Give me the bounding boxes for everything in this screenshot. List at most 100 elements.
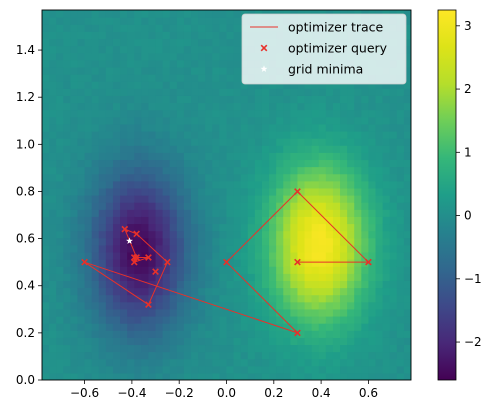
heatmap-cell xyxy=(169,31,178,40)
heatmap-cell xyxy=(261,251,270,260)
heatmap-cell xyxy=(191,123,199,132)
heatmap-cell xyxy=(318,102,327,111)
heatmap-cell xyxy=(176,17,185,25)
heatmap-cell xyxy=(254,152,263,161)
heatmap-cell xyxy=(169,351,178,360)
heatmap-cell xyxy=(240,266,249,274)
heatmap-cell xyxy=(403,123,411,132)
heatmap-cell xyxy=(98,266,107,274)
heatmap-cell xyxy=(112,330,121,338)
heatmap-cell xyxy=(63,17,71,25)
heatmap-cell xyxy=(155,251,164,260)
heatmap-cell xyxy=(105,109,114,118)
heatmap-cell xyxy=(219,273,228,281)
heatmap-cell xyxy=(240,145,249,153)
heatmap-cell xyxy=(318,273,327,281)
heatmap-cell xyxy=(389,145,398,153)
heatmap-cell xyxy=(354,109,362,118)
heatmap-cell xyxy=(42,180,50,189)
heatmap-cell xyxy=(127,365,135,374)
heatmap-cell xyxy=(98,187,107,196)
heatmap-cell xyxy=(219,372,228,380)
heatmap-cell xyxy=(361,180,370,189)
heatmap-cell xyxy=(389,251,398,260)
heatmap-cell xyxy=(42,223,50,232)
heatmap-cell xyxy=(226,351,235,360)
heatmap-cell xyxy=(112,244,121,253)
heatmap-cell xyxy=(290,301,299,310)
heatmap-cell xyxy=(127,52,135,61)
heatmap-cell xyxy=(389,230,398,239)
heatmap-cell xyxy=(361,308,370,317)
heatmap-cell xyxy=(91,315,100,324)
heatmap-cell xyxy=(120,287,128,296)
heatmap-cell xyxy=(49,259,57,267)
heatmap-cell xyxy=(240,109,249,118)
heatmap-cell xyxy=(42,31,50,40)
heatmap-cell xyxy=(205,130,213,139)
heatmap-cell xyxy=(169,365,178,374)
heatmap-cell xyxy=(233,273,242,281)
heatmap-cell xyxy=(261,337,270,346)
heatmap-cell xyxy=(98,244,107,253)
heatmap-cell xyxy=(198,251,206,260)
heatmap-cell xyxy=(49,223,57,232)
heatmap-cell xyxy=(183,159,192,168)
heatmap-cell xyxy=(77,152,86,161)
heatmap-cell xyxy=(311,330,320,338)
heatmap-cell xyxy=(396,259,405,267)
heatmap-cell xyxy=(77,337,86,346)
heatmap-cell xyxy=(77,31,86,40)
heatmap-cell xyxy=(105,81,114,89)
heatmap-cell xyxy=(98,202,107,210)
heatmap-cell xyxy=(70,344,79,353)
heatmap-cell xyxy=(169,66,178,75)
heatmap-cell xyxy=(318,166,327,175)
heatmap-cell xyxy=(403,237,411,246)
legend-label: optimizer query xyxy=(288,41,388,56)
heatmap-cell xyxy=(396,116,405,125)
heatmap-cell xyxy=(120,344,128,353)
heatmap-cell xyxy=(233,209,242,217)
heatmap-cell xyxy=(183,337,192,346)
heatmap-cell xyxy=(226,10,235,18)
heatmap-cell xyxy=(254,202,263,210)
heatmap-cell xyxy=(70,166,79,175)
heatmap-cell xyxy=(290,251,299,260)
heatmap-cell xyxy=(191,145,199,153)
heatmap-cell xyxy=(368,81,377,89)
heatmap-cell xyxy=(389,237,398,246)
heatmap-cell xyxy=(49,81,57,89)
heatmap-cell xyxy=(49,166,57,175)
heatmap-cell xyxy=(318,308,327,317)
heatmap-cell xyxy=(205,59,213,68)
heatmap-cell xyxy=(98,301,107,310)
heatmap-cell xyxy=(354,287,362,296)
heatmap-cell xyxy=(120,24,128,32)
heatmap-cell xyxy=(148,10,157,18)
heatmap-cell xyxy=(403,251,411,260)
heatmap-cell xyxy=(254,372,263,380)
heatmap-cell xyxy=(148,315,157,324)
heatmap-cell xyxy=(56,365,64,374)
heatmap-cell xyxy=(375,315,384,324)
heatmap-cell xyxy=(212,308,221,317)
heatmap-cell xyxy=(354,116,362,125)
heatmap-cell xyxy=(240,308,249,317)
heatmap-cell xyxy=(361,116,370,125)
heatmap-cell xyxy=(155,31,164,40)
heatmap-cell xyxy=(340,259,348,267)
heatmap-cell xyxy=(403,74,411,82)
heatmap-cell xyxy=(198,180,206,189)
y-tick-label: 1.2 xyxy=(16,90,35,104)
heatmap-cell xyxy=(127,209,135,217)
heatmap-cell xyxy=(219,230,228,239)
heatmap-cell xyxy=(219,337,228,346)
heatmap-cell xyxy=(134,337,142,346)
heatmap-cell xyxy=(332,344,341,353)
heatmap-cell xyxy=(304,358,313,367)
heatmap-cell xyxy=(70,17,79,25)
heatmap-cell xyxy=(120,266,128,274)
heatmap-cell xyxy=(183,31,192,40)
heatmap-cell xyxy=(212,152,221,161)
